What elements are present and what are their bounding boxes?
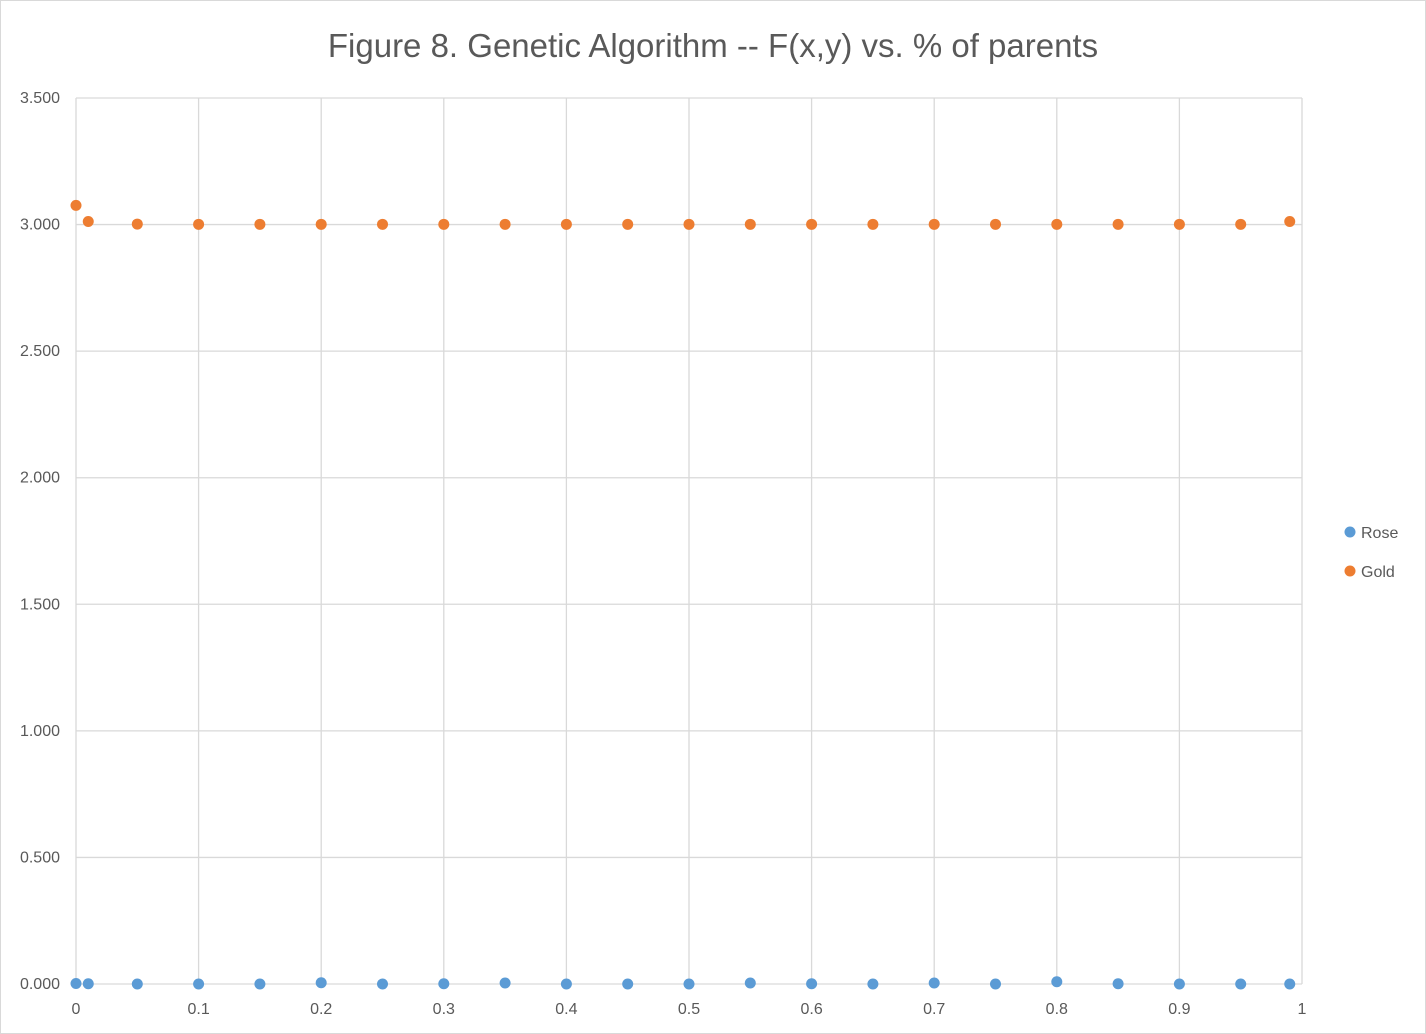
data-point-gold: [1284, 216, 1296, 228]
data-point-gold: [867, 218, 879, 230]
legend-marker-gold: [1344, 565, 1356, 577]
data-point-gold: [1112, 218, 1124, 230]
data-point-rose: [254, 978, 266, 990]
data-point-gold: [1051, 218, 1063, 230]
y-tick-label: 2.500: [20, 343, 60, 360]
data-point-gold: [928, 218, 940, 230]
tick-labels: 0.000 0.500 1.000 1.500 2.000 2.500 3.000 3.500…: [20, 90, 1307, 1018]
data-point-gold: [560, 218, 572, 230]
data-point-rose: [622, 978, 634, 990]
x-tick-label: 0.7: [923, 1001, 945, 1018]
y-tick-label: 1.000: [20, 723, 60, 740]
data-point-gold: [193, 218, 205, 230]
data-point-gold: [131, 218, 143, 230]
data-point-rose: [990, 978, 1001, 990]
legend: Rose Gold: [1344, 525, 1398, 581]
data-point-gold: [1173, 218, 1185, 230]
data-point-rose: [70, 977, 82, 989]
grid-layer: [75, 97, 1303, 985]
data-point-rose: [315, 977, 327, 989]
data-point-rose: [1112, 978, 1124, 990]
x-tick-label: 0.5: [678, 1001, 700, 1018]
data-point-gold: [315, 218, 327, 230]
data-point-gold: [622, 218, 634, 230]
data-point-rose: [1284, 978, 1296, 990]
data-series: [70, 199, 1296, 990]
data-point-rose: [1051, 976, 1063, 988]
data-point-gold: [683, 218, 695, 230]
x-tick-label: 0: [72, 1001, 81, 1018]
data-point-rose: [438, 978, 450, 990]
series-gold: [70, 199, 1296, 230]
x-tick-label: 0.9: [1168, 1001, 1190, 1018]
data-point-rose: [131, 978, 143, 990]
data-point-rose: [82, 978, 94, 990]
y-tick-label: 0.000: [20, 976, 60, 993]
data-point-rose: [867, 978, 879, 990]
x-tick-label: 1: [1298, 1001, 1307, 1018]
data-point-gold: [806, 218, 818, 230]
x-tick-label: 0.1: [187, 1001, 209, 1018]
data-point-rose: [1235, 978, 1247, 990]
legend-label-gold: Gold: [1361, 564, 1395, 581]
y-tick-label: 3.500: [20, 90, 60, 107]
data-point-gold: [82, 216, 94, 228]
y-tick-label: 3.000: [20, 217, 60, 234]
data-point-gold: [377, 218, 388, 230]
data-point-rose: [1173, 978, 1185, 990]
data-point-gold: [499, 218, 511, 230]
series-rose: [70, 976, 1296, 990]
data-point-rose: [744, 977, 756, 989]
data-point-gold: [744, 218, 756, 230]
y-tick-label: 0.500: [20, 849, 60, 866]
data-point-gold: [70, 199, 82, 211]
data-point-gold: [1235, 218, 1247, 230]
data-point-rose: [193, 978, 205, 990]
y-tick-label: 1.500: [20, 596, 60, 613]
data-point-gold: [438, 218, 450, 230]
data-point-rose: [683, 978, 695, 990]
data-point-rose: [928, 977, 940, 989]
x-tick-label: 0.6: [800, 1001, 822, 1018]
x-tick-label: 0.4: [555, 1001, 577, 1018]
legend-marker-rose: [1344, 526, 1356, 538]
legend-label-rose: Rose: [1361, 525, 1398, 542]
data-point-gold: [254, 218, 266, 230]
y-tick-label: 2.000: [20, 470, 60, 487]
x-tick-label: 0.8: [1046, 1001, 1068, 1018]
data-point-rose: [806, 978, 818, 990]
x-tick-label: 0.3: [433, 1001, 455, 1018]
x-tick-label: 0.2: [310, 1001, 332, 1018]
data-point-rose: [560, 978, 572, 990]
chart-title: Figure 8. Genetic Algorithm -- F(x,y) vs…: [328, 27, 1098, 64]
data-point-rose: [377, 978, 388, 990]
data-point-gold: [990, 218, 1001, 230]
data-point-rose: [499, 977, 511, 989]
